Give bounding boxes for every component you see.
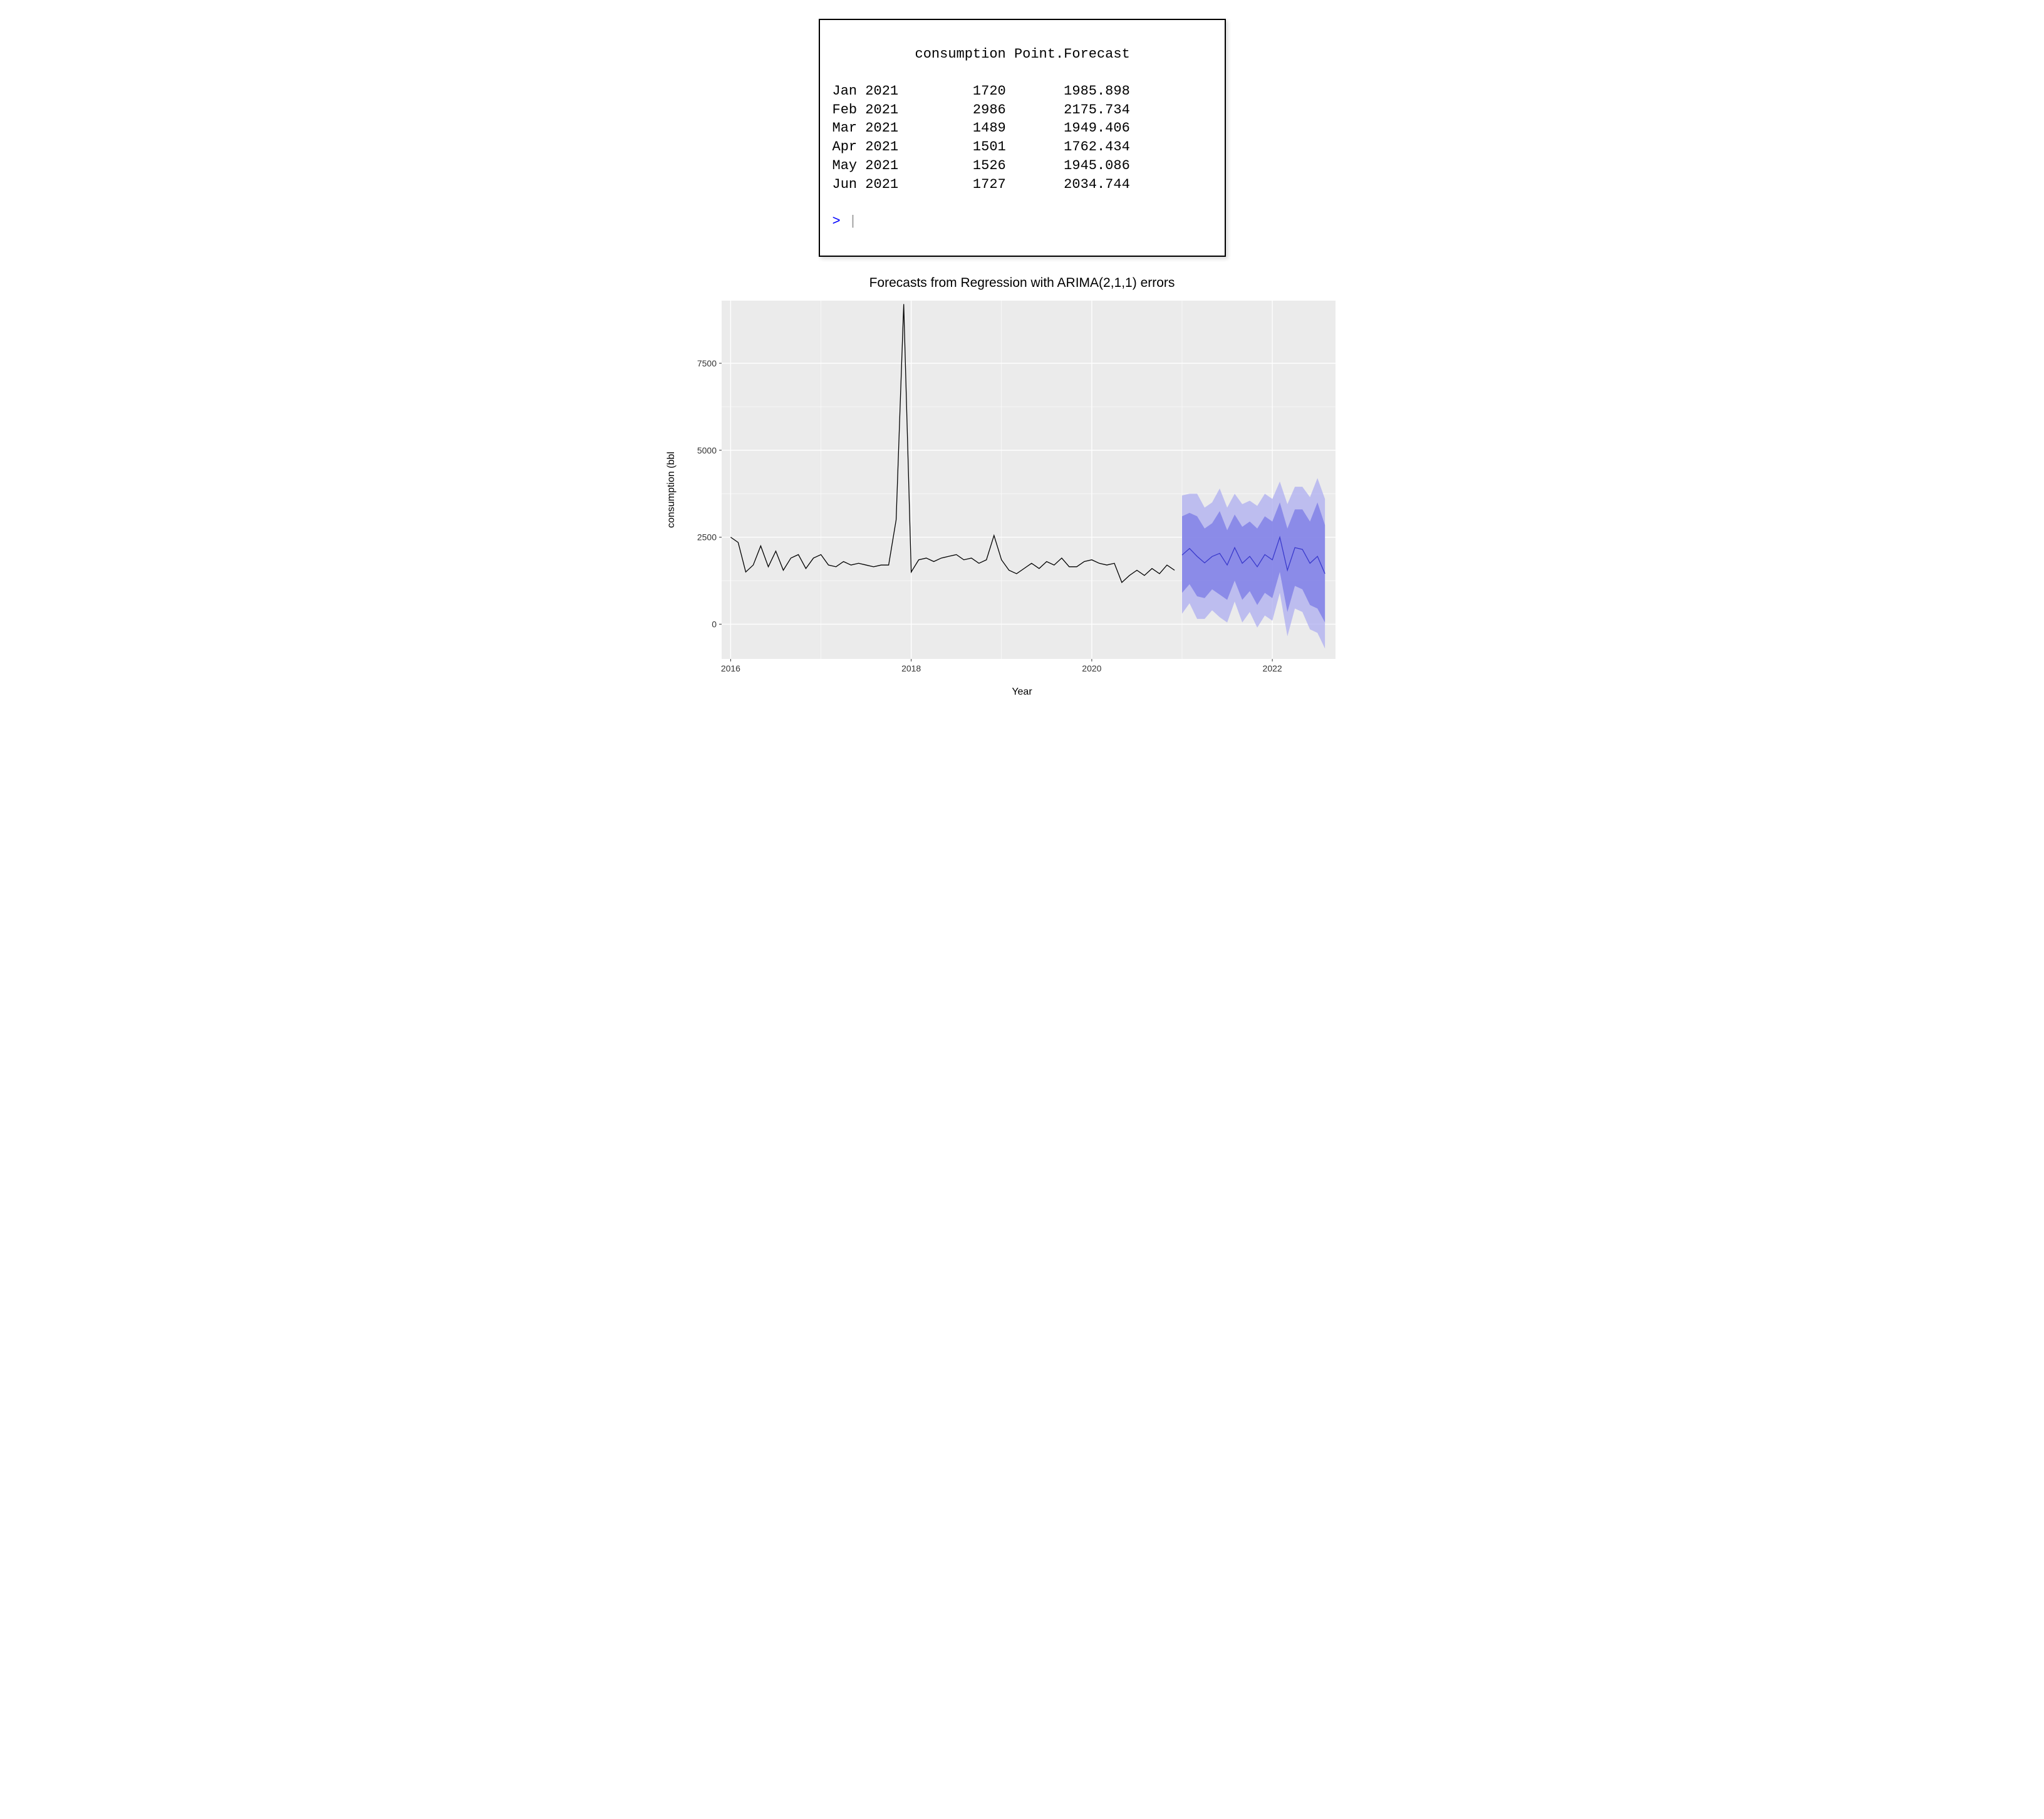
console-row: Mar 2021 1489 1949.406 (833, 119, 1212, 138)
console-row: Jan 2021 1720 1985.898 (833, 82, 1212, 101)
svg-text:2018: 2018 (901, 663, 921, 673)
chart-svg: 0 2500 5000 7500 2016 2018 2020 2022 (678, 296, 1342, 684)
console-row: Apr 2021 1501 1762.434 (833, 138, 1212, 157)
console-row: Jun 2021 1727 2034.744 (833, 175, 1212, 194)
svg-text:5000: 5000 (697, 445, 716, 455)
svg-text:2016: 2016 (720, 663, 740, 673)
forecast-chart: Forecasts from Regression with ARIMA(2,1… (678, 276, 1367, 698)
console-header: consumption Point.Forecast (833, 45, 1212, 64)
console-prompt: > | (833, 212, 1212, 231)
y-axis-label: consumption (bbl (666, 452, 677, 528)
svg-text:2020: 2020 (1082, 663, 1101, 673)
r-console-output: consumption Point.Forecast Jan 2021 1720… (819, 19, 1226, 257)
svg-text:0: 0 (712, 619, 717, 630)
console-row: May 2021 1526 1945.086 (833, 157, 1212, 175)
svg-text:2022: 2022 (1262, 663, 1282, 673)
svg-text:7500: 7500 (697, 358, 716, 368)
svg-text:2500: 2500 (697, 532, 716, 542)
x-axis-label: Year (678, 687, 1367, 698)
chart-title: Forecasts from Regression with ARIMA(2,1… (678, 276, 1367, 291)
console-row: Feb 2021 2986 2175.734 (833, 101, 1212, 120)
